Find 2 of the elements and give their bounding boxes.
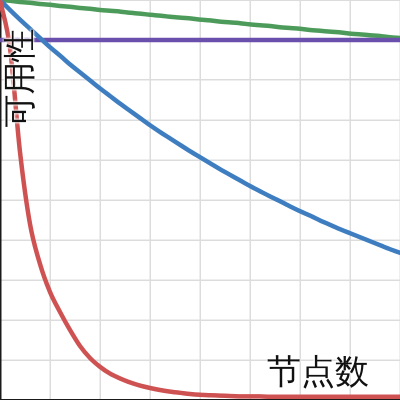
x-axis-title: 节点数 (267, 352, 369, 392)
y-axis-title: 可用性 (0, 28, 38, 128)
